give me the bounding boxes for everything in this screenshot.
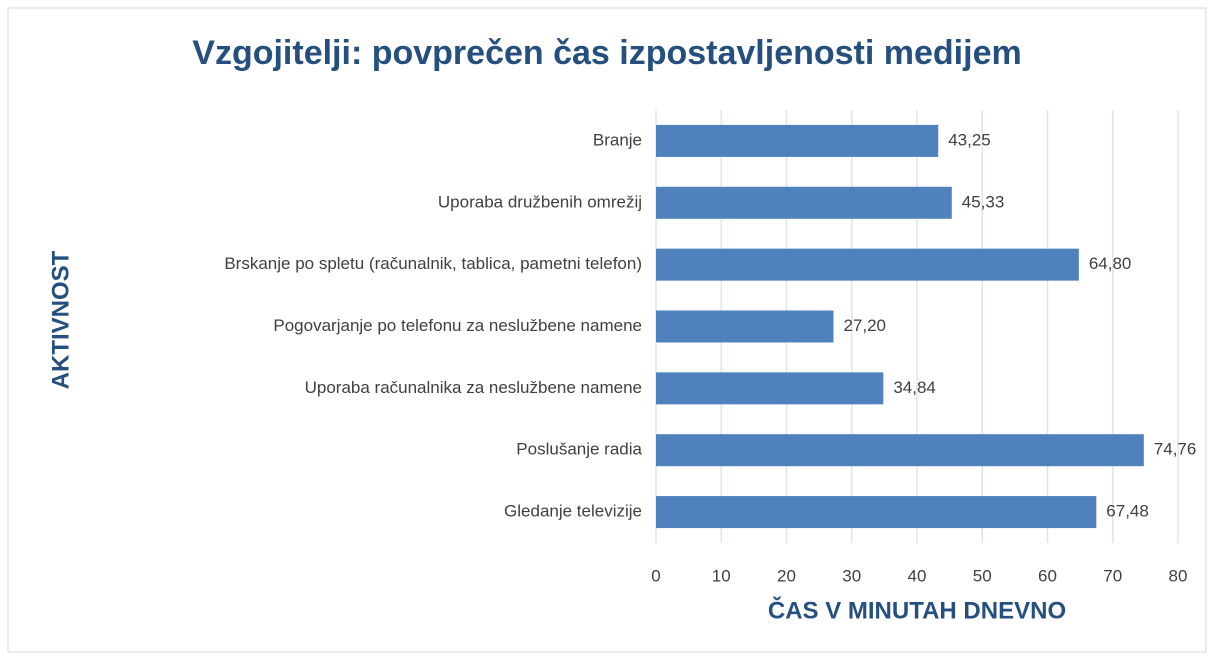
- x-tick-label: 40: [908, 566, 927, 585]
- data-label: 34,84: [893, 378, 936, 397]
- x-tick-label: 10: [712, 566, 731, 585]
- y-tick-label: Uporaba računalnika za neslužbene namene: [305, 378, 642, 397]
- data-label: 64,80: [1089, 254, 1132, 273]
- x-tick-label: 50: [973, 566, 992, 585]
- bar: [656, 248, 1079, 281]
- x-tick-label: 80: [1169, 566, 1188, 585]
- data-label: 74,76: [1154, 440, 1197, 459]
- x-tick-label: 20: [777, 566, 796, 585]
- bar: [656, 124, 939, 157]
- y-tick-label: Poslušanje radia: [516, 440, 642, 459]
- bar: [656, 434, 1144, 467]
- bar: [656, 186, 952, 219]
- bar: [656, 372, 884, 405]
- data-label: 27,20: [843, 316, 886, 335]
- data-label: 67,48: [1106, 502, 1149, 521]
- chart-title: Vzgojitelji: povprečen čas izpostavljeno…: [192, 34, 1021, 72]
- x-tick-label: 60: [1038, 566, 1057, 585]
- chart-border: [7, 7, 1207, 653]
- y-tick-label: Gledanje televizije: [504, 502, 642, 521]
- x-axis-title: ČAS V MINUTAH DNEVNO: [768, 596, 1066, 624]
- y-tick-label: Branje: [593, 130, 642, 149]
- y-axis-title: AKTIVNOST: [47, 250, 74, 389]
- bar: [656, 310, 834, 343]
- y-tick-label: Pogovarjanje po telefonu za neslužbene n…: [273, 316, 642, 335]
- bar: [656, 496, 1097, 529]
- x-tick-label: 30: [842, 566, 861, 585]
- data-label: 45,33: [962, 192, 1005, 211]
- data-label: 43,25: [948, 130, 991, 149]
- x-tick-label: 70: [1103, 566, 1122, 585]
- x-tick-label: 0: [651, 566, 660, 585]
- y-tick-label: Brskanje po spletu (računalnik, tablica,…: [224, 254, 642, 273]
- y-tick-label: Uporaba družbenih omrežij: [438, 192, 642, 211]
